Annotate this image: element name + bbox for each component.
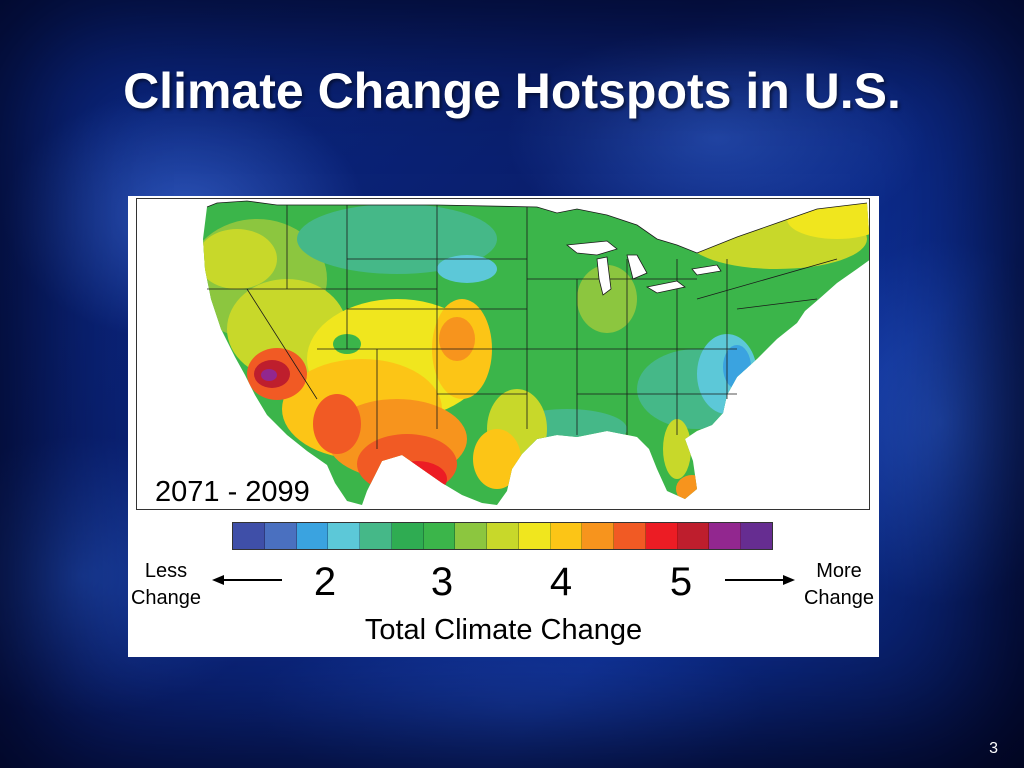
color-scale-swatch: [360, 523, 392, 549]
color-scale-swatch: [741, 523, 773, 549]
time-period-label: 2071 - 2099: [155, 476, 310, 509]
climate-change-figure: 2071 - 2099 Less Change 2 3 4 5 More Cha…: [128, 196, 879, 657]
color-scale-swatch: [487, 523, 519, 549]
color-scale-swatch: [709, 523, 742, 549]
us-hotspot-map: 2071 - 2099: [136, 198, 870, 510]
color-scale-swatch: [550, 523, 583, 549]
color-scale-swatch: [677, 523, 710, 549]
color-scale-swatch: [645, 523, 678, 549]
less-label-line2: Change: [130, 587, 202, 609]
color-scale-swatch: [614, 523, 646, 549]
right-arrow-icon: [725, 575, 795, 585]
color-scale-swatch: [296, 523, 329, 549]
left-arrow-icon: [212, 575, 282, 585]
color-scale-swatch: [518, 523, 551, 549]
color-scale-swatch: [328, 523, 361, 549]
tick-label-5: 5: [669, 560, 693, 604]
tick-label-2: 2: [313, 560, 337, 604]
more-change-label: More Change: [800, 558, 878, 612]
less-label-line1: Less: [144, 560, 188, 582]
page-number: 3: [989, 740, 998, 757]
color-scale-swatch: [233, 523, 265, 549]
tick-label-3: 3: [430, 560, 454, 604]
slide-title: Climate Change Hotspots in U.S.: [123, 63, 901, 119]
color-scale-bar: [232, 522, 773, 550]
color-scale-swatch: [455, 523, 488, 549]
less-change-label: Less Change: [128, 558, 204, 612]
tick-label-4: 4: [549, 560, 573, 604]
color-scale-swatch: [423, 523, 456, 549]
more-label-line1: More: [816, 560, 862, 582]
color-scale-swatch: [391, 523, 424, 549]
color-scale-swatch: [582, 523, 615, 549]
us-map-svg: [137, 199, 869, 509]
more-label-line2: Change: [803, 587, 875, 609]
color-scale-title: Total Climate Change: [364, 614, 643, 646]
color-scale-swatch: [264, 523, 297, 549]
